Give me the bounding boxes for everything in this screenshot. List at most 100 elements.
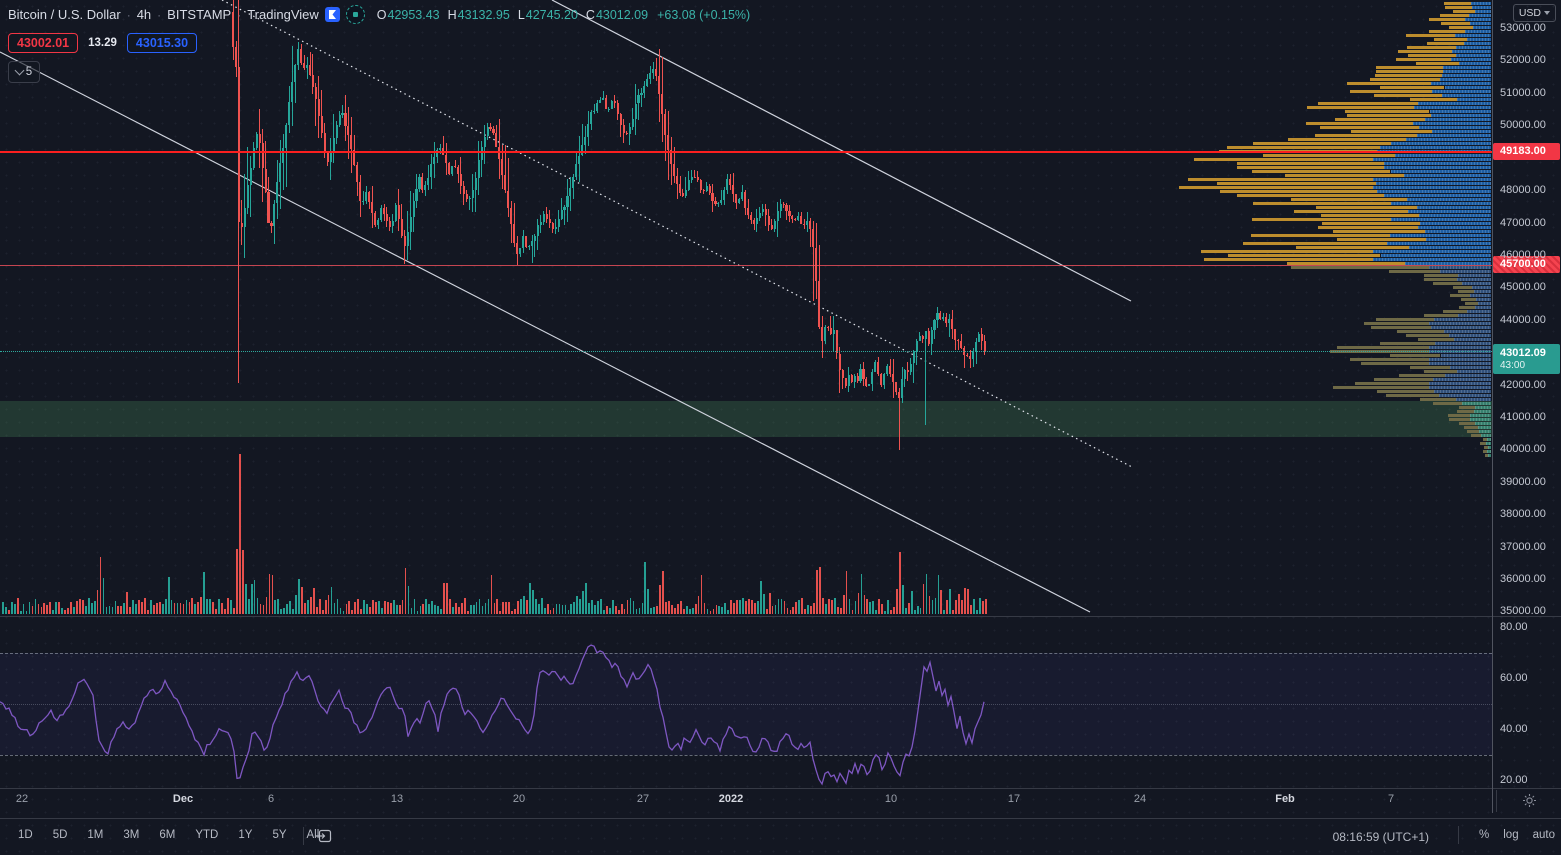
sun-icon[interactable]	[1522, 793, 1537, 808]
candle-body	[815, 247, 818, 281]
rsi-pane[interactable]	[0, 617, 1492, 788]
candle-body	[903, 370, 906, 380]
candle-body	[350, 134, 353, 150]
candle-wick	[534, 233, 536, 257]
volume-bar	[194, 603, 197, 614]
volume-bar	[813, 602, 815, 614]
channel-median-line[interactable]	[221, 0, 1133, 468]
profile-row-outer	[1449, 294, 1471, 297]
volume-bar	[754, 603, 756, 614]
session-clock[interactable]: 08:16:59 (UTC+1)	[1332, 830, 1429, 844]
range-button-1y[interactable]: 1Y	[238, 829, 253, 841]
auto-scale-button[interactable]: auto	[1532, 829, 1555, 841]
volume-bar	[446, 582, 448, 614]
exchange-label[interactable]: BITSTAMP	[167, 7, 232, 22]
candle-body	[684, 189, 687, 197]
range-button-5y[interactable]: 5Y	[272, 829, 287, 841]
candle-body	[267, 192, 270, 223]
volume-bar	[543, 607, 546, 614]
candle-body	[749, 215, 753, 221]
candle-wick	[809, 218, 811, 247]
volume-bar	[280, 609, 283, 614]
volume-bar	[603, 609, 605, 614]
volume-bar	[765, 609, 768, 614]
channel-line[interactable]	[551, 0, 1132, 302]
minor-resistance-line[interactable]	[0, 264, 1492, 266]
currency-dropdown[interactable]: USD	[1512, 4, 1556, 22]
profile-row-inner	[1373, 158, 1491, 161]
profile-row-inner	[1467, 38, 1491, 41]
volume-bar	[428, 603, 431, 614]
profile-row-outer	[1369, 78, 1441, 81]
time-axis[interactable]: 22 Dec 6 13 20 27 2022 10 17 24 Feb 7	[0, 789, 1561, 813]
volume-bar	[807, 604, 809, 614]
profile-row-inner	[1469, 414, 1491, 417]
time-axis-tick: Feb	[1275, 793, 1295, 805]
currency-label: USD	[1518, 7, 1541, 19]
pane-separator[interactable]	[0, 616, 1561, 617]
time-axis-tick: 7	[1387, 793, 1395, 805]
candle-body	[246, 184, 249, 208]
log-scale-button[interactable]: log	[1503, 829, 1519, 841]
bid-button[interactable]: 43002.01	[8, 33, 79, 53]
range-button-1m[interactable]: 1M	[87, 829, 104, 841]
interval-label[interactable]: 4h	[136, 7, 152, 22]
pane-separator[interactable]	[0, 788, 1561, 789]
candle-body	[918, 336, 921, 341]
symbol-title[interactable]: Bitcoin / U.S. Dollar	[8, 7, 121, 22]
candle-body	[563, 207, 566, 210]
profile-row-inner	[1432, 378, 1491, 381]
time-axis-tick: 22	[15, 793, 29, 805]
profile-row-outer	[1426, 42, 1464, 45]
ask-button[interactable]: 43015.30	[126, 33, 198, 53]
resistance-line[interactable]	[0, 150, 1492, 153]
profile-row-outer	[1407, 46, 1456, 49]
volume-bar	[472, 604, 475, 614]
profile-row-outer	[1409, 366, 1451, 369]
range-button-all[interactable]: All	[306, 829, 320, 841]
candle-body	[675, 176, 679, 184]
volume-bar	[475, 601, 478, 614]
candle-body	[921, 336, 924, 340]
profile-row-inner	[1475, 306, 1491, 309]
profile-row-outer	[1428, 30, 1465, 33]
volume-bar	[709, 610, 712, 614]
candle-body	[886, 365, 889, 374]
price-axis[interactable]: USD 49183.00 45700.00 43012.09 43:00 530…	[1493, 0, 1561, 813]
range-button-6m[interactable]: 6M	[159, 829, 176, 841]
indicator-logo-icon[interactable]	[345, 5, 365, 24]
price-axis-label: 53000.00	[1500, 22, 1546, 34]
candle-body	[270, 222, 273, 226]
percent-scale-button[interactable]: %	[1479, 829, 1490, 841]
channel-line[interactable]	[0, 51, 1091, 613]
candle-body	[462, 185, 465, 194]
profile-row-inner	[1469, 14, 1491, 17]
volume-bar	[307, 600, 309, 614]
spread-value: 13.29	[88, 37, 117, 49]
volume-bar	[759, 581, 762, 614]
price-pane[interactable]	[0, 0, 1492, 616]
candle-body	[661, 94, 664, 115]
go-to-date-icon[interactable]	[315, 828, 333, 844]
symbol-logo-icon[interactable]	[324, 7, 340, 22]
profile-row-outer	[1361, 362, 1429, 365]
candle-wick	[898, 387, 900, 450]
volume-bar	[22, 604, 25, 614]
volume-bar	[795, 602, 798, 614]
candle-wick	[593, 104, 595, 115]
time-axis-tick: 13	[390, 793, 404, 805]
legend-collapse-button[interactable]: 5	[8, 61, 40, 83]
volume-bar	[19, 610, 22, 614]
range-button-1d[interactable]: 1D	[18, 829, 33, 841]
range-button-5d[interactable]: 5D	[52, 829, 68, 841]
candle-wick	[641, 87, 642, 108]
profile-row-inner	[1487, 446, 1491, 449]
volume-bar	[259, 603, 262, 614]
volume-bar	[674, 608, 676, 614]
volume-bar	[904, 607, 907, 614]
platform-label[interactable]: TradingView	[247, 7, 319, 22]
range-button-ytd[interactable]: YTD	[195, 829, 219, 841]
volume-bar	[233, 608, 235, 614]
range-button-3m[interactable]: 3M	[123, 829, 140, 841]
candle-wick	[247, 146, 249, 215]
